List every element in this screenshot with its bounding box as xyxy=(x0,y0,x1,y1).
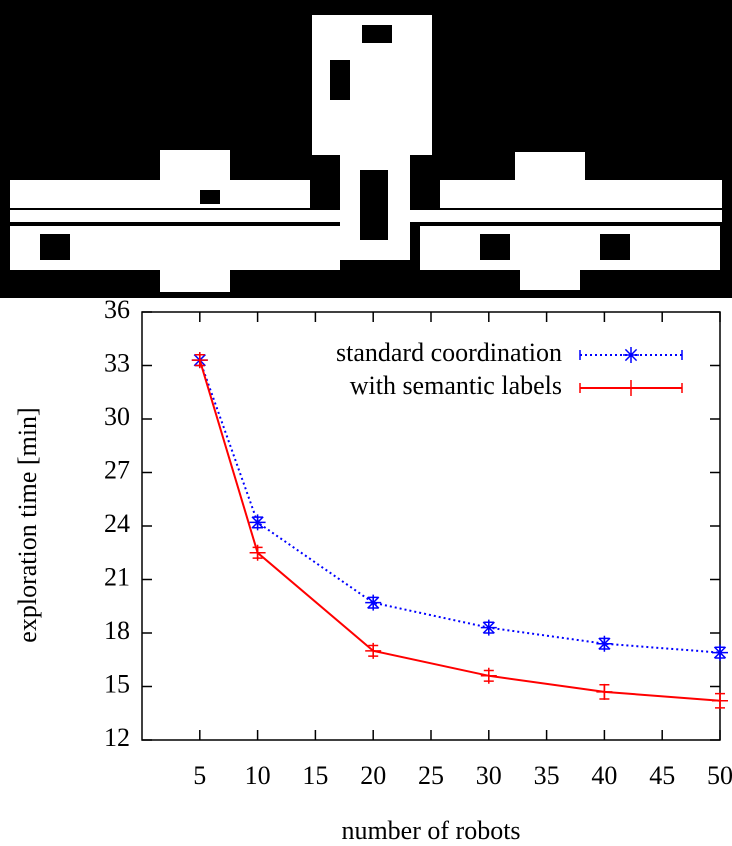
x-tick-label: 45 xyxy=(649,761,675,790)
point-marker xyxy=(480,667,497,684)
legend-label: with semantic labels xyxy=(350,371,562,400)
x-tick-label: 25 xyxy=(418,761,444,790)
y-tick-label: 12 xyxy=(104,723,130,752)
y-tick-label: 27 xyxy=(104,455,130,484)
point-marker xyxy=(365,642,382,659)
x-tick-label: 50 xyxy=(707,761,732,790)
series-line xyxy=(198,359,721,702)
x-tick-label: 15 xyxy=(302,761,328,790)
floor-map xyxy=(0,0,732,298)
y-tick-label: 36 xyxy=(104,295,130,324)
legend-swatch xyxy=(579,380,683,396)
y-tick-label: 18 xyxy=(104,616,130,645)
point-marker xyxy=(249,514,266,531)
series-line xyxy=(198,359,721,654)
point-marker xyxy=(480,619,497,636)
y-tick-label: 21 xyxy=(104,562,130,591)
y-axis-label: exploration time [min] xyxy=(13,407,42,642)
x-tick-label: 10 xyxy=(245,761,271,790)
point-marker xyxy=(596,683,613,700)
y-tick-label: 15 xyxy=(104,669,130,698)
x-tick-label: 30 xyxy=(476,761,502,790)
x-tick-label: 5 xyxy=(193,761,206,790)
point-marker xyxy=(191,352,208,369)
legend-swatch xyxy=(579,347,683,363)
y-tick-label: 24 xyxy=(104,509,130,538)
x-axis-label: number of robots xyxy=(341,816,520,845)
point-marker xyxy=(596,635,613,652)
point-marker xyxy=(712,644,728,661)
x-tick-label: 20 xyxy=(360,761,386,790)
point-marker xyxy=(712,692,728,709)
legend-label: standard coordination xyxy=(336,338,562,367)
x-tick-label: 35 xyxy=(534,761,560,790)
x-tick-label: 40 xyxy=(591,761,617,790)
y-tick-label: 33 xyxy=(104,348,130,377)
point-marker xyxy=(249,544,266,561)
y-tick-label: 30 xyxy=(104,402,130,431)
point-marker xyxy=(365,594,382,611)
